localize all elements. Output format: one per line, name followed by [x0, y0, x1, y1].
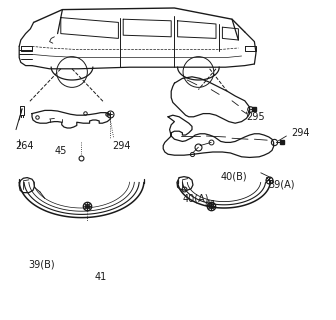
Text: 39(B): 39(B) — [29, 259, 55, 269]
Text: 41: 41 — [94, 272, 107, 282]
Text: 294: 294 — [112, 141, 130, 151]
Text: 264: 264 — [15, 141, 34, 151]
Text: 40(A): 40(A) — [182, 194, 209, 204]
Text: 45: 45 — [54, 146, 67, 156]
Text: 294: 294 — [291, 128, 310, 138]
Text: 41: 41 — [205, 200, 217, 210]
Text: 295: 295 — [246, 112, 265, 122]
Text: 39(A): 39(A) — [269, 179, 295, 189]
Text: 40(B): 40(B) — [221, 171, 247, 181]
